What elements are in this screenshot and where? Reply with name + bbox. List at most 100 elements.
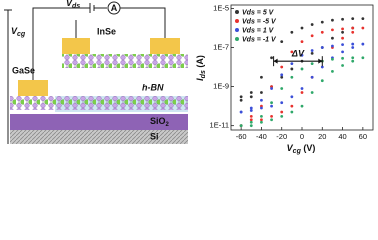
data-point [331, 28, 334, 32]
y-tick-label: 1E-7 [213, 42, 229, 51]
sio2-label: SiO2 [150, 116, 170, 127]
sio2-layer [10, 114, 188, 130]
data-point [310, 75, 314, 79]
data-point [239, 124, 243, 128]
vds-wire [32, 7, 166, 80]
data-point [260, 120, 263, 124]
data-point [280, 75, 284, 79]
data-point [351, 56, 355, 60]
data-point [280, 73, 284, 77]
data-point [310, 34, 314, 38]
data-point [290, 62, 294, 66]
data-point [280, 65, 284, 69]
sio2-sub: 2 [166, 122, 170, 128]
data-point [280, 114, 284, 118]
chart: Ids (A) Vcg (V) 1E-11 1E-9 1E-7 1E-5 -60 -40-… [195, 3, 374, 155]
data-point [331, 57, 334, 61]
data-point [270, 118, 273, 122]
gase-electrode [18, 80, 48, 96]
vcg-wire [4, 9, 12, 144]
legend-label: Vds = 1 V [242, 27, 275, 34]
y-label-main: I [195, 78, 205, 81]
data-point [270, 114, 273, 118]
x-label-main: V [287, 143, 294, 153]
data-point [280, 101, 284, 105]
data-point [361, 26, 365, 30]
x-tick-label: -20 [276, 132, 287, 141]
data-point [260, 106, 263, 110]
y-tick-label: 1E-5 [213, 3, 229, 12]
vds-label: Vds [66, 0, 80, 10]
data-point [320, 20, 324, 24]
data-point [290, 95, 294, 99]
data-point [300, 67, 304, 71]
data-point [351, 30, 355, 34]
data-point [361, 17, 365, 21]
data-point [310, 23, 314, 26]
y-axis-label: Ids (A) [195, 55, 206, 81]
data-point [331, 18, 334, 22]
si-label: Si [150, 131, 159, 141]
data-point [300, 53, 304, 57]
x-tick-label: -40 [256, 132, 267, 141]
legend-marker [235, 37, 239, 41]
data-point [320, 46, 324, 49]
y-label-sub: ds [200, 70, 207, 78]
gase-label: GaSe [12, 65, 35, 75]
data-point [260, 91, 263, 94]
vcg-label: Vcg [11, 26, 26, 37]
data-point [300, 87, 304, 90]
data-point [249, 106, 253, 110]
data-point [351, 59, 355, 63]
inse-atoms [62, 54, 188, 68]
data-point [361, 42, 365, 46]
data-point [290, 50, 294, 54]
data-point [320, 79, 324, 83]
data-point [310, 62, 314, 66]
si-layer [10, 130, 188, 144]
data-point [341, 17, 344, 21]
data-point [249, 124, 253, 128]
device-schematic: A Vds Vcg InSe GaSe h-BN SiO2 Si [4, 0, 188, 144]
inse-label: InSe [97, 26, 116, 36]
y-tick-label: 1E-11 [210, 121, 229, 130]
legend-label: Vds = -1 V [242, 36, 277, 43]
y-tick-label: 1E-9 [213, 82, 229, 91]
data-point [270, 87, 273, 90]
data-point [290, 75, 294, 79]
data-point [270, 104, 273, 108]
data-point [361, 56, 365, 60]
data-point [341, 50, 344, 54]
x-tick-label: 0 [300, 132, 304, 141]
inse-electrode-right [150, 38, 180, 54]
x-label-unit: (V) [301, 143, 316, 153]
x-label-sub: cg [293, 148, 302, 155]
legend-marker [235, 10, 239, 14]
data-point [249, 109, 253, 112]
vds-main: V [66, 0, 73, 8]
x-tick-label: 20 [318, 132, 326, 141]
data-point [290, 104, 294, 108]
data-point [351, 46, 355, 49]
ammeter [107, 1, 121, 15]
vcg-sub: cg [17, 31, 26, 38]
data-point [239, 110, 243, 114]
ammeter-label: A [111, 3, 118, 13]
data-point [239, 95, 243, 99]
legend-label: Vds = -5 V [242, 18, 277, 25]
data-point [260, 75, 263, 79]
x-axis-label: Vcg (V) [287, 143, 316, 154]
data-point [320, 30, 324, 34]
hbn-label: h-BN [142, 82, 164, 92]
data-point [260, 114, 263, 118]
data-point [300, 104, 304, 108]
data-point [320, 65, 324, 69]
gase-atoms [10, 96, 188, 110]
data-point [351, 17, 355, 21]
data-point [260, 98, 263, 102]
data-point [351, 42, 355, 46]
data-point [270, 56, 273, 60]
figure: A Vds Vcg InSe GaSe h-BN SiO2 Si Ids (A)… [4, 0, 374, 155]
data-point [351, 26, 355, 30]
data-point [310, 91, 314, 94]
